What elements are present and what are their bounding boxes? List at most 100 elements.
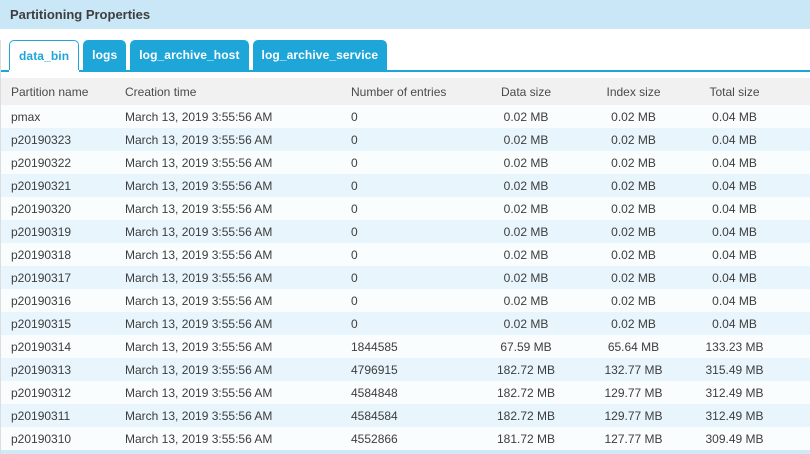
next-row-partial	[1, 450, 810, 454]
column-header-index_size: Index size	[591, 78, 676, 105]
cell-data_size: 182.72 MB	[496, 385, 556, 400]
cell-number_of_entries: 0	[351, 316, 358, 331]
tab-data_bin[interactable]: data_bin	[9, 40, 80, 70]
cell-number_of_entries: 0	[351, 201, 358, 216]
cell-partition_name: p20190314	[11, 339, 72, 354]
table-header-row: Partition name Creation time Number of ent…	[1, 78, 810, 105]
cell-partition_name: p20190322	[11, 155, 72, 170]
cell-creation_time: March 13, 2019 3:55:56 AM	[125, 132, 273, 147]
cell-partition_name: p20190310	[11, 431, 72, 446]
tab-strip: data_bin logs log_archive_host log_archive_…	[1, 40, 810, 72]
cell-total_size: 133.23 MB	[705, 339, 764, 354]
column-header-data_size: Data size	[461, 78, 591, 105]
cell-creation_time: March 13, 2019 3:55:56 AM	[125, 385, 273, 400]
cell-total_size: 0.04 MB	[712, 293, 757, 308]
cell-total_size: 0.04 MB	[712, 316, 757, 331]
cell-number_of_entries: 0	[351, 132, 358, 147]
table-row: pmax March 13, 2019 3:55:56 AM 0 0.02 MB 0.0…	[1, 105, 810, 128]
column-header-partition_name: Partition name	[1, 78, 119, 105]
table-row: p20190318 March 13, 2019 3:55:56 AM 0 0.02 …	[1, 243, 810, 266]
tab-logs[interactable]: logs	[83, 40, 127, 70]
cell-index_size: 0.02 MB	[611, 155, 656, 170]
cell-number_of_entries: 0	[351, 155, 358, 170]
table-row: p20190312 March 13, 2019 3:55:56 AM 458484…	[1, 381, 810, 404]
cell-index_size: 0.02 MB	[611, 178, 656, 193]
cell-index_size: 0.02 MB	[611, 224, 656, 239]
cell-number_of_entries: 0	[351, 109, 358, 124]
cell-partition_name: p20190312	[11, 385, 72, 400]
cell-total_size: 312.49 MB	[705, 385, 764, 400]
cell-data_size: 0.02 MB	[503, 109, 549, 124]
cell-data_size: 0.02 MB	[503, 178, 549, 193]
cell-number_of_entries: 0	[351, 270, 358, 285]
table-row: p20190323 March 13, 2019 3:55:56 AM 0 0.02 …	[1, 128, 810, 151]
cell-data_size: 0.02 MB	[503, 247, 549, 262]
cell-creation_time: March 13, 2019 3:55:56 AM	[125, 293, 273, 308]
cell-index_size: 0.02 MB	[611, 132, 656, 147]
cell-partition_name: p20190320	[11, 201, 72, 216]
cell-creation_time: March 13, 2019 3:55:56 AM	[125, 270, 273, 285]
tab-log_archive_host[interactable]: log_archive_host	[130, 40, 249, 70]
cell-index_size: 0.02 MB	[611, 270, 656, 285]
cell-data_size: 181.72 MB	[496, 431, 556, 446]
cell-total_size: 312.49 MB	[705, 408, 764, 423]
cell-data_size: 0.02 MB	[503, 155, 549, 170]
cell-data_size: 0.02 MB	[503, 293, 549, 308]
cell-creation_time: March 13, 2019 3:55:56 AM	[125, 178, 273, 193]
cell-number_of_entries: 0	[351, 293, 358, 308]
cell-index_size: 127.77 MB	[604, 431, 663, 446]
cell-total_size: 0.04 MB	[712, 109, 757, 124]
table-row: p20190314 March 13, 2019 3:55:56 AM 184458…	[1, 335, 810, 358]
table-row: p20190310 March 13, 2019 3:55:56 AM 455286…	[1, 427, 810, 450]
cell-index_size: 129.77 MB	[604, 408, 663, 423]
cell-creation_time: March 13, 2019 3:55:56 AM	[125, 109, 273, 124]
cell-number_of_entries: 0	[351, 224, 358, 239]
cell-partition_name: p20190323	[11, 132, 72, 147]
cell-number_of_entries: 0	[351, 178, 358, 193]
cell-creation_time: March 13, 2019 3:55:56 AM	[125, 339, 273, 354]
cell-data_size: 182.72 MB	[496, 408, 556, 423]
cell-creation_time: March 13, 2019 3:55:56 AM	[125, 408, 273, 423]
cell-number_of_entries: 4584848	[351, 385, 398, 400]
cell-partition_name: p20190313	[11, 362, 72, 377]
cell-partition_name: pmax	[11, 109, 41, 124]
cell-partition_name: p20190321	[11, 178, 72, 193]
cell-creation_time: March 13, 2019 3:55:56 AM	[125, 201, 273, 216]
table-row: p20190321 March 13, 2019 3:55:56 AM 0 0.02 …	[1, 174, 810, 197]
cell-partition_name: p20190319	[11, 224, 72, 239]
column-header-number_of_entries: Number of entries	[346, 78, 461, 105]
cell-data_size: 0.02 MB	[503, 132, 549, 147]
cell-total_size: 0.04 MB	[712, 201, 757, 216]
cell-index_size: 129.77 MB	[604, 385, 663, 400]
tab-table-spacer	[1, 72, 810, 78]
partitions-table: Partition name Creation time Number of ent…	[1, 78, 810, 450]
table-row: p20190322 March 13, 2019 3:55:56 AM 0 0.02 …	[1, 151, 810, 174]
cell-creation_time: March 13, 2019 3:55:56 AM	[125, 155, 273, 170]
cell-creation_time: March 13, 2019 3:55:56 AM	[125, 316, 273, 331]
cell-total_size: 0.04 MB	[712, 224, 757, 239]
cell-total_size: 315.49 MB	[705, 362, 764, 377]
cell-total_size: 0.04 MB	[712, 247, 757, 262]
cell-creation_time: March 13, 2019 3:55:56 AM	[125, 362, 273, 377]
cell-number_of_entries: 1844585	[351, 339, 398, 354]
cell-data_size: 0.02 MB	[503, 270, 549, 285]
panel-title-bar: Partitioning Properties	[0, 0, 810, 29]
table-row: p20190311 March 13, 2019 3:55:56 AM 458458…	[1, 404, 810, 427]
cell-data_size: 0.02 MB	[503, 316, 549, 331]
cell-total_size: 0.04 MB	[712, 178, 757, 193]
cell-total_size: 0.04 MB	[712, 270, 757, 285]
table-row: p20190313 March 13, 2019 3:55:56 AM 479691…	[1, 358, 810, 381]
table-row: p20190320 March 13, 2019 3:55:56 AM 0 0.02 …	[1, 197, 810, 220]
panel-content: data_bin logs log_archive_host log_archive_…	[0, 40, 810, 454]
cell-number_of_entries: 0	[351, 247, 358, 262]
column-header-total_size: Total size	[676, 78, 810, 105]
cell-index_size: 0.02 MB	[611, 201, 656, 216]
cell-number_of_entries: 4584584	[351, 408, 398, 423]
cell-data_size: 0.02 MB	[503, 224, 549, 239]
cell-creation_time: March 13, 2019 3:55:56 AM	[125, 431, 273, 446]
cell-number_of_entries: 4552866	[351, 431, 398, 446]
cell-total_size: 309.49 MB	[705, 431, 764, 446]
tab-log_archive_service[interactable]: log_archive_service	[252, 40, 388, 70]
cell-index_size: 0.02 MB	[611, 109, 656, 124]
cell-partition_name: p20190317	[11, 270, 72, 285]
